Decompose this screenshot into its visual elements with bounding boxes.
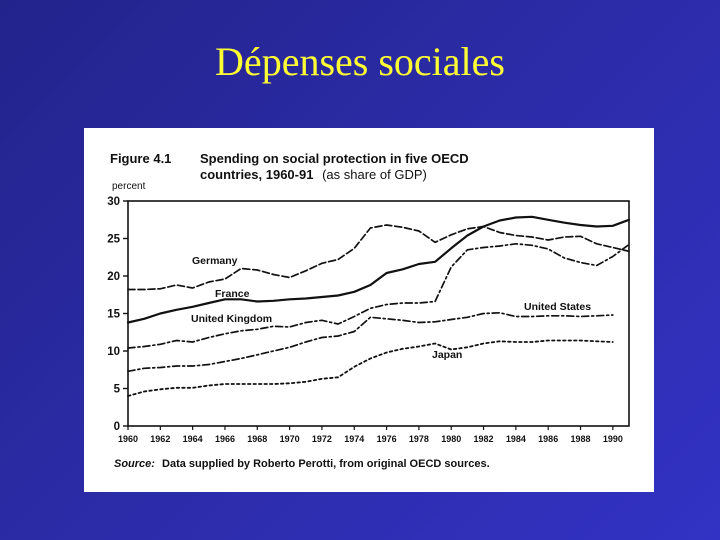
series-line-united-kingdom [127,242,630,349]
x-tick-label: 1988 [571,434,591,444]
x-tick-label: 1970 [280,434,300,444]
label-japan: Japan [432,349,462,361]
series-united-states [127,311,614,373]
figure-number: Figure 4.1 [110,151,171,166]
y-tick-label: 20 [107,271,120,283]
y-tick-label: 0 [114,421,120,433]
series-germany [127,224,630,291]
label-united-kingdom: United Kingdom [191,313,272,325]
y-tick-label: 5 [114,384,121,396]
x-tick-label: 1976 [377,434,397,444]
series-line-united-states [127,311,614,373]
series-line-japan [127,339,614,397]
slide-title: Dépenses sociales [215,39,505,84]
y-tick-label: 25 [107,234,120,246]
figure-title-line-1: Spending on social protection in five OE… [200,151,469,166]
x-tick-label: 1982 [474,434,494,444]
label-united-states: United States [524,301,591,313]
label-france: France [215,288,250,300]
y-axis-unit: percent [112,181,146,192]
figure-panel: Figure 4.1 Spending on social protection… [84,128,654,492]
line-chart: Figure 4.1 Spending on social protection… [107,151,631,470]
series-line-germany [127,224,630,291]
y-tick-label: 30 [107,196,120,208]
series-layer [126,215,631,397]
figure-title-line-2: countries, 1960-91 (as share of GDP) [200,167,427,182]
series-united-kingdom [127,242,630,349]
x-tick-label: 1978 [409,434,429,444]
x-tick-label: 1962 [150,434,170,444]
figure-title-bold-part: countries, 1960-91 [200,167,313,182]
x-tick-label: 1972 [312,434,332,444]
figure-title-normal-part: (as share of GDP) [322,167,427,182]
x-tick-label: 1990 [603,434,623,444]
series-france [126,215,631,324]
label-germany: Germany [192,255,238,267]
x-tick-label: 1986 [538,434,558,444]
x-tick-label: 1968 [247,434,267,444]
source-text: Data supplied by Roberto Perotti, from o… [162,458,490,470]
y-tick-label: 15 [107,309,120,321]
x-tick-label: 1966 [215,434,235,444]
x-tick-label: 1984 [506,434,526,444]
series-line-france [126,215,631,324]
x-tick-label: 1980 [441,434,461,444]
axes: 0 5 10 15 20 25 30 1960 1962 1964 1966 1968 1970 1972… [107,196,630,444]
x-tick-label: 1960 [118,434,138,444]
series-japan [127,339,614,397]
x-tick-label: 1974 [344,434,364,444]
source-note: Source: Data supplied by Roberto Perotti… [114,458,490,470]
x-tick-label: 1964 [183,434,203,444]
source-label: Source: [114,458,155,470]
y-tick-label: 10 [107,346,120,358]
